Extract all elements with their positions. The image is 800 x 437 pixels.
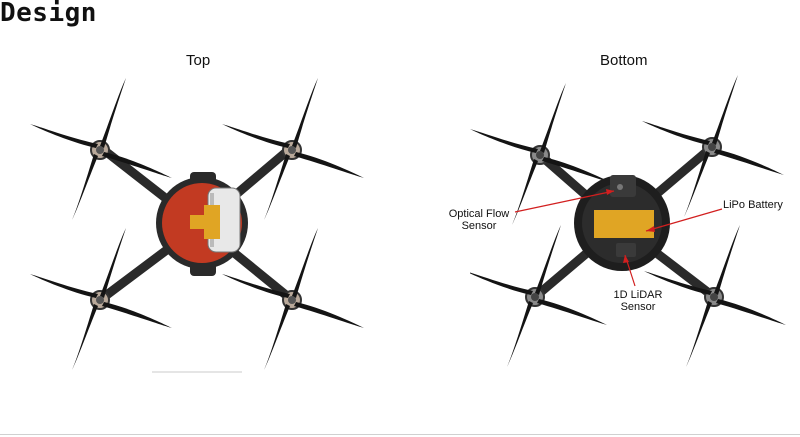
lidar-label-line2: Sensor: [620, 301, 656, 313]
lipo-battery-label: LiPo Battery: [723, 199, 783, 211]
drone-top-view-image: [30, 77, 365, 373]
lidar-label-line1: 1D LiDAR: [613, 289, 663, 301]
slide-title: Design: [0, 0, 97, 28]
optical-flow-label-line2: Sensor: [461, 220, 497, 232]
slide-bottom-divider: [0, 434, 800, 435]
top-view-caption: Top: [186, 52, 211, 69]
optical-flow-label-line1: Optical Flow: [448, 208, 510, 220]
drone-bottom-view-image: [470, 75, 787, 368]
lidar-sensor-label: 1D LiDAR Sensor: [608, 289, 668, 313]
optical-flow-sensor-label: Optical Flow Sensor: [447, 208, 511, 232]
bottom-view-caption: Bottom: [600, 52, 648, 69]
